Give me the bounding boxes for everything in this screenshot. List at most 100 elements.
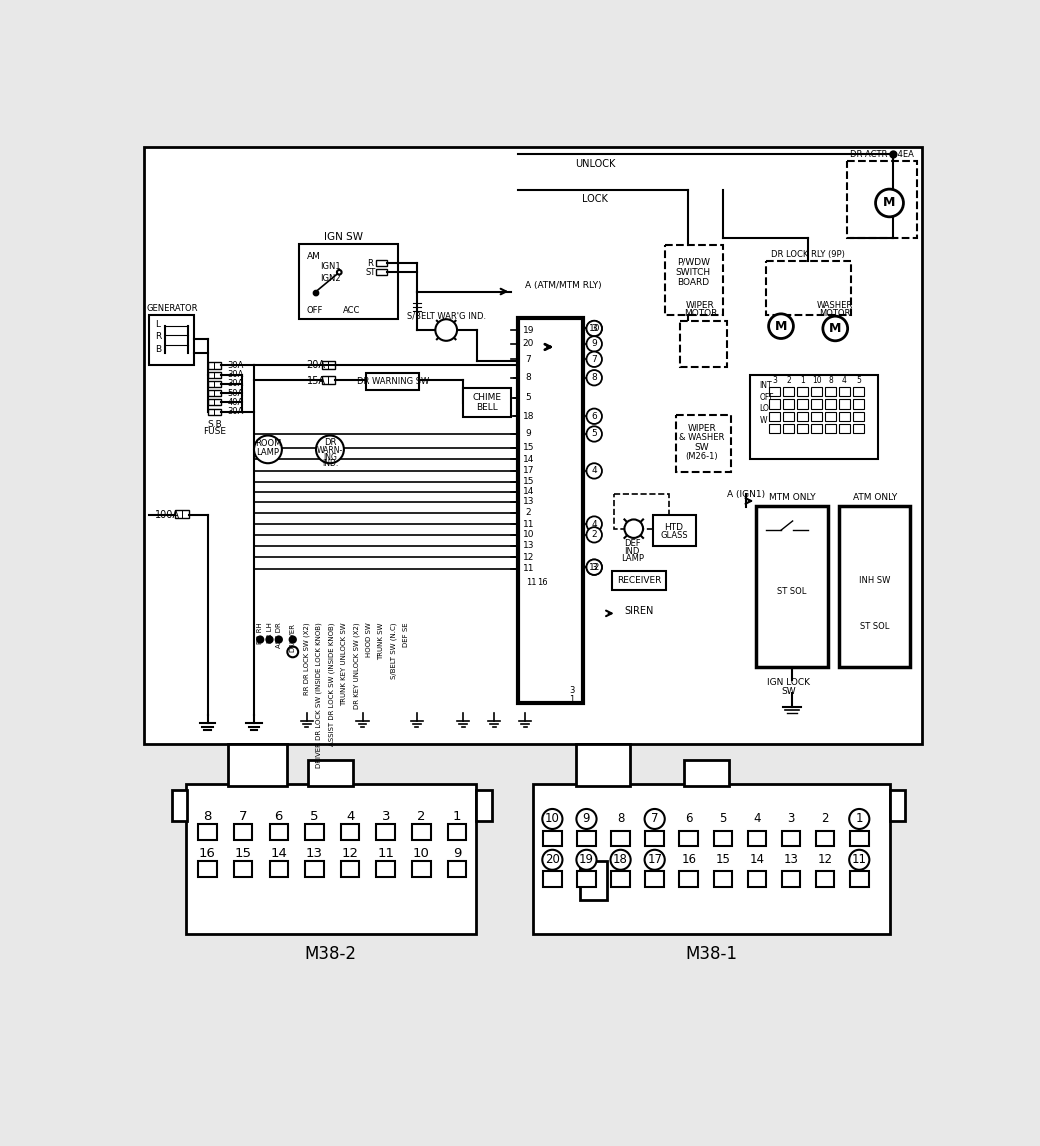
Bar [229, 744, 287, 786]
Text: 8: 8 [592, 374, 597, 383]
Text: 19: 19 [523, 325, 535, 335]
Bar [825, 424, 836, 433]
Text: 8: 8 [617, 813, 624, 825]
Text: ROOM: ROOM [255, 439, 281, 448]
Text: A (ATM/MTM RLY): A (ATM/MTM RLY) [525, 281, 602, 290]
Text: 5: 5 [720, 813, 727, 825]
Text: DR: DR [323, 438, 336, 447]
Bar [684, 760, 729, 786]
Bar [376, 824, 395, 840]
Text: 2: 2 [525, 508, 531, 517]
Text: 9: 9 [452, 847, 461, 861]
Text: 7: 7 [651, 813, 658, 825]
Text: 3: 3 [569, 685, 574, 694]
Text: 15A: 15A [307, 376, 326, 386]
Text: 9: 9 [592, 339, 597, 348]
Circle shape [587, 321, 602, 336]
Text: FUSE: FUSE [203, 427, 226, 437]
Text: 8: 8 [203, 810, 212, 823]
Bar [665, 245, 723, 315]
Text: MTM ONLY: MTM ONLY [769, 494, 815, 502]
Text: SW: SW [695, 442, 709, 452]
Bar [144, 147, 922, 744]
Bar [518, 319, 583, 704]
Bar [783, 411, 795, 421]
Circle shape [624, 519, 643, 537]
Text: 3: 3 [382, 810, 390, 823]
Text: IND: IND [624, 547, 640, 556]
Text: BOARD: BOARD [677, 277, 709, 286]
Circle shape [587, 321, 602, 336]
Text: R: R [367, 259, 373, 267]
Text: 14: 14 [270, 847, 287, 861]
Circle shape [254, 435, 282, 463]
Text: 3: 3 [592, 563, 597, 572]
Text: 4: 4 [346, 810, 355, 823]
Bar [476, 791, 492, 822]
Text: 13: 13 [523, 497, 535, 507]
Text: 16: 16 [199, 847, 216, 861]
Text: M: M [883, 196, 895, 210]
Text: 11: 11 [526, 578, 537, 587]
Circle shape [266, 636, 272, 643]
Text: W: W [759, 416, 766, 425]
Text: 9: 9 [582, 813, 591, 825]
Text: 11: 11 [523, 564, 535, 573]
Bar [579, 862, 606, 900]
Circle shape [290, 636, 295, 643]
Text: 15: 15 [235, 847, 252, 861]
Text: 8: 8 [828, 376, 833, 385]
Bar [815, 871, 834, 887]
Circle shape [587, 426, 602, 441]
Bar [889, 791, 905, 822]
Bar [825, 411, 836, 421]
Circle shape [287, 646, 298, 658]
Bar [208, 371, 222, 378]
Text: 3: 3 [773, 376, 777, 385]
Text: 16: 16 [537, 578, 548, 587]
Bar [798, 411, 808, 421]
Text: 7: 7 [592, 355, 597, 363]
Bar [577, 831, 596, 846]
Text: RR RH: RR RH [257, 622, 263, 644]
Text: (M26-1): (M26-1) [685, 452, 719, 461]
Bar [376, 260, 387, 266]
Bar [679, 831, 698, 846]
Circle shape [890, 151, 896, 157]
Circle shape [876, 189, 904, 217]
Text: ST SOL: ST SOL [777, 587, 807, 596]
Circle shape [436, 320, 457, 340]
Text: IGN SW: IGN SW [323, 231, 363, 242]
Text: INH SW: INH SW [859, 575, 890, 584]
Text: HTD: HTD [665, 523, 683, 532]
Bar [463, 387, 512, 417]
Text: 4: 4 [753, 813, 760, 825]
Bar [412, 824, 431, 840]
Bar [543, 831, 562, 846]
Text: UNLOCK: UNLOCK [575, 159, 616, 170]
Text: WIPER: WIPER [687, 424, 717, 433]
Text: INT: INT [759, 380, 772, 390]
Text: 10: 10 [812, 376, 822, 385]
Circle shape [587, 517, 602, 532]
Text: 12: 12 [523, 552, 534, 562]
Text: RR LH: RR LH [266, 622, 272, 644]
Text: 19: 19 [579, 854, 594, 866]
Bar [847, 160, 916, 237]
Circle shape [587, 352, 602, 367]
Text: 14: 14 [750, 854, 764, 866]
Text: 6: 6 [592, 411, 597, 421]
Bar [612, 871, 630, 887]
Text: 13: 13 [523, 541, 535, 550]
Bar [756, 505, 828, 667]
Bar [783, 387, 795, 397]
Bar [825, 387, 836, 397]
Text: 14: 14 [523, 455, 534, 464]
Text: DRUVER: DRUVER [290, 622, 295, 652]
Bar [208, 399, 222, 406]
Text: SW: SW [781, 688, 796, 697]
Bar [543, 871, 562, 887]
Text: WIPER: WIPER [686, 301, 714, 309]
Circle shape [337, 270, 341, 275]
Text: ACC: ACC [343, 306, 361, 315]
